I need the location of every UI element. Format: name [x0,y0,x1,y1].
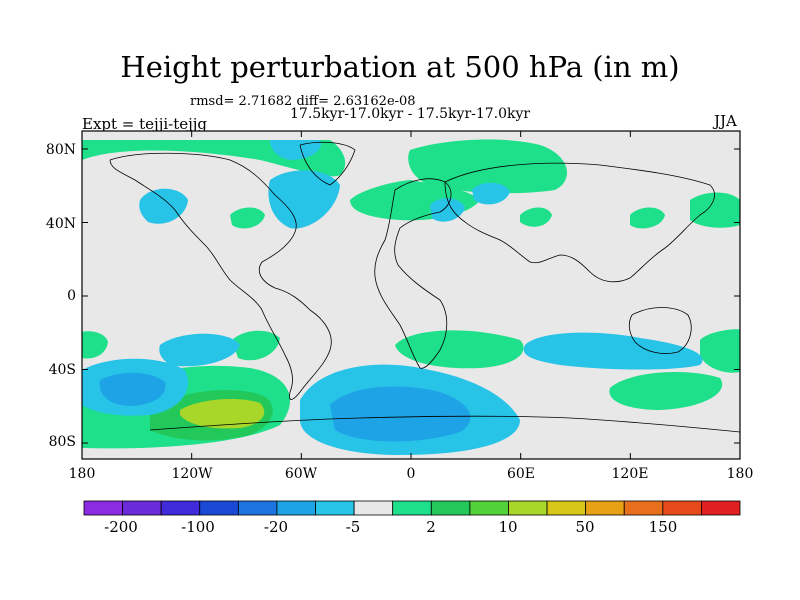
colorbar-tick-label: 150 [648,518,678,536]
coast-europe-africa [374,178,452,369]
colorbar-swatch [237,500,278,516]
negative-anomaly-regions [82,140,703,455]
colorbar-tick-label: -100 [181,518,215,536]
colorbar-swatch [160,500,201,516]
colorbar [83,500,741,516]
lon-label: 180 [726,466,754,482]
colorbar-swatch [122,500,162,516]
colorbar-swatch [353,500,394,516]
colorbar-tick-label: 50 [575,518,595,536]
experiment-label: Expt = tejji-tejjg [82,115,208,133]
lon-label: 60E [506,466,536,482]
pos-region-southern-ocean-peak [180,398,265,429]
colorbar-swatch [585,500,625,516]
coastlines [109,141,740,433]
lat-label: 80N [45,142,76,158]
neg-region-south-atlantic-core [330,386,471,442]
colorbar-swatch [430,500,471,516]
colorbar-swatch [315,500,355,516]
neg-region-east-pacific-tropic [159,333,240,367]
lon-label: 120W [171,466,213,482]
lat-label: 40S [48,362,76,378]
coast-north-america [109,152,332,400]
coast-australia [628,307,692,354]
pos-region-east-pacific [230,207,265,229]
pos-region-southern-indian [609,372,723,410]
map-title: Height perturbation at 500 hPa (in m) [120,50,680,84]
neg-region-south-pacific-core [99,372,166,406]
subtitle: 17.5kyr-17.0kyr - 17.5kyr-17.0kyr [290,106,531,122]
colorbar-swatch [701,500,741,516]
neg-region-indian-ocean [523,332,703,370]
colorbar-tick-label: 2 [426,518,436,536]
lon-label: 180 [68,466,96,482]
coast-asia [444,162,715,283]
pos-region-australia-east [700,329,740,373]
coast-greenland [299,141,356,186]
lat-label: 40N [45,216,76,232]
coast-antarctica [149,415,740,433]
lon-label: 0 [406,466,416,482]
colorbar-swatch [546,500,587,516]
colorbar-swatch [83,500,123,516]
pos-region-north-pacific-west [690,192,740,228]
colorbar-tick-label: 10 [498,518,518,536]
neg-region-north-pacific [139,188,188,224]
colorbar-tick-label: -5 [345,518,361,536]
neg-region-canada [268,170,340,229]
colorbar-swatch [623,500,664,516]
colorbar-swatch [276,500,316,516]
lat-label: 80S [48,434,76,450]
season-label: JJA [714,112,737,130]
lon-label: 120E [611,466,649,482]
lon-label: 60W [284,466,318,482]
lat-label: 0 [67,288,76,304]
neg-region-europe [430,198,465,222]
pos-region-east-asia [520,207,552,227]
colorbar-swatch [508,500,548,516]
pos-region-south-america-west [232,330,280,361]
colorbar-swatch [392,500,432,516]
map-plot-area [82,131,740,459]
colorbar-tick-label: -20 [263,518,289,536]
neg-region-greenland [270,140,321,160]
axis-ticks [81,131,741,459]
colorbar-tick-label: -200 [104,518,138,536]
colorbar-swatch [469,500,509,516]
pos-region-south-pacific [82,331,108,359]
pos-region-eurasia-arctic [408,139,567,194]
pos-region-south-atlantic [395,330,524,369]
colorbar-swatch [199,500,239,516]
stats-line: rmsd= 2.71682 diff= 2.63162e-08 [190,94,416,109]
neg-region-siberia [472,182,510,205]
colorbar-swatch [662,500,702,516]
pos-region-china [630,207,665,229]
